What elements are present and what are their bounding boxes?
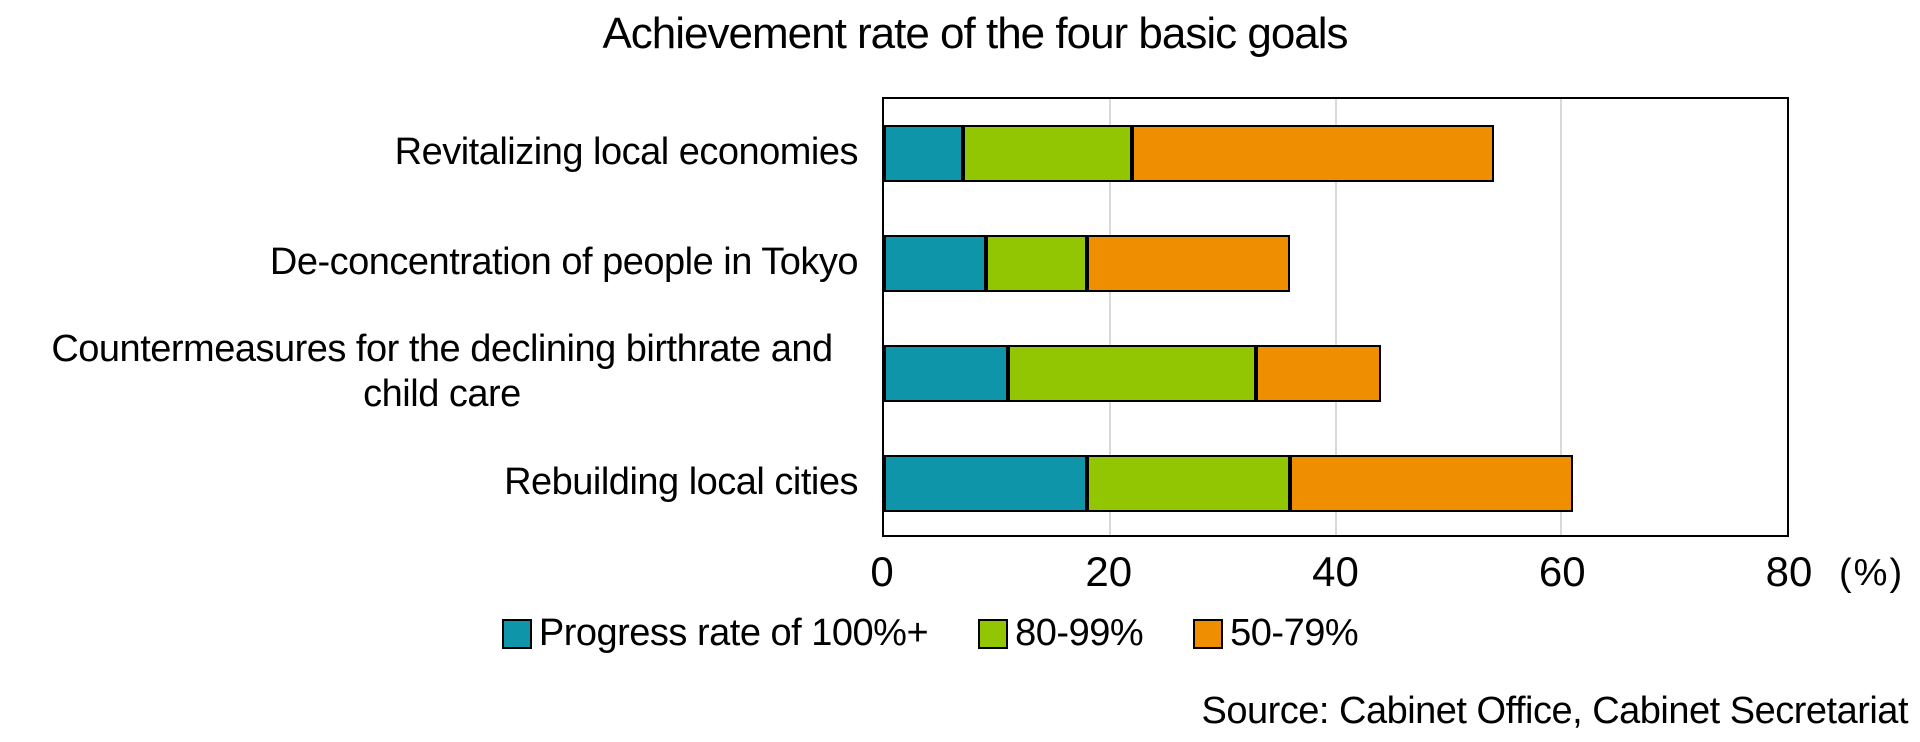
category-row: Revitalizing local economies	[0, 97, 859, 207]
legend-swatch	[1193, 618, 1224, 649]
category-axis: Revitalizing local economies De-concentra…	[0, 97, 858, 537]
legend: Progress rate of 100%+ 80-99% 50-79%	[0, 612, 1860, 655]
legend-item: 50-79%	[1193, 612, 1359, 655]
bar-segment	[1087, 235, 1291, 292]
category-label: Revitalizing local economies	[394, 130, 859, 173]
bar-segment	[884, 345, 1009, 402]
gridline	[1334, 99, 1337, 535]
legend-label: 80-99%	[1015, 612, 1144, 654]
bar-rows	[884, 99, 1787, 535]
bar-segment	[963, 125, 1133, 182]
category-label: De-concentration of people in Tokyo	[269, 240, 859, 283]
bar-row	[884, 319, 1787, 429]
bar-segment	[1008, 345, 1257, 402]
category-row: De-concentration of people in Tokyo	[0, 207, 859, 317]
source-note: Source: Cabinet Office, Cabinet Secretar…	[1201, 690, 1908, 732]
x-axis-tick-label: 60	[1538, 548, 1586, 595]
x-axis-tick-label: 80	[1765, 548, 1813, 595]
bar-row	[884, 209, 1787, 319]
legend-item: 80-99%	[978, 612, 1144, 655]
bar-row	[884, 99, 1787, 209]
legend-item: Progress rate of 100%+	[501, 612, 929, 655]
category-row: Rebuilding local cities	[0, 427, 858, 537]
x-axis-unit-label: (%)	[1839, 552, 1905, 594]
x-axis-tick-label: 40	[1312, 548, 1359, 595]
legend-swatch	[978, 618, 1009, 649]
gridline	[1108, 99, 1111, 535]
bar-row	[884, 429, 1787, 539]
bar-segment	[1256, 345, 1381, 402]
x-axis-tick-label: 0	[870, 548, 894, 595]
category-label: Rebuilding local cities	[504, 460, 858, 503]
bar-segment	[1290, 455, 1573, 512]
legend-label: 50-79%	[1230, 612, 1359, 654]
bar-segment	[884, 235, 986, 292]
bar-segment	[884, 125, 963, 182]
x-axis: (%) 0 20 40 60 80	[870, 548, 1902, 608]
legend-swatch	[501, 618, 532, 649]
legend-label: Progress rate of 100%+	[538, 612, 929, 654]
category-row: Countermeasures for the declining birthr…	[0, 317, 858, 427]
x-axis-tick-label: 20	[1085, 548, 1133, 595]
gridline	[1560, 99, 1563, 535]
bar-segment	[1132, 125, 1494, 182]
chart-title: Achievement rate of the four basic goals	[602, 9, 1348, 58]
bar-segment	[985, 235, 1088, 292]
category-label: Countermeasures for the declining birthr…	[51, 328, 833, 415]
bar-segment	[1087, 455, 1291, 512]
plot-area	[882, 97, 1789, 537]
bar-segment	[884, 455, 1088, 512]
